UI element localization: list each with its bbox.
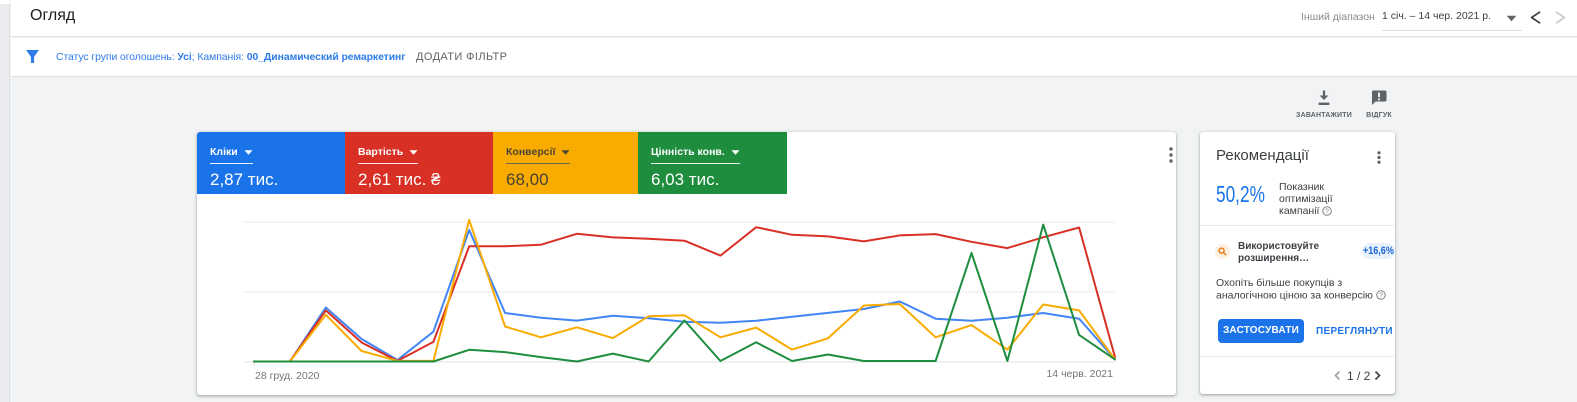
svg-text:14 черв. 2021: 14 черв. 2021 xyxy=(1046,368,1113,380)
svg-text:?: ? xyxy=(1379,292,1383,299)
svg-text:?: ? xyxy=(1325,208,1329,215)
svg-text:28 груд. 2020: 28 груд. 2020 xyxy=(255,370,320,382)
